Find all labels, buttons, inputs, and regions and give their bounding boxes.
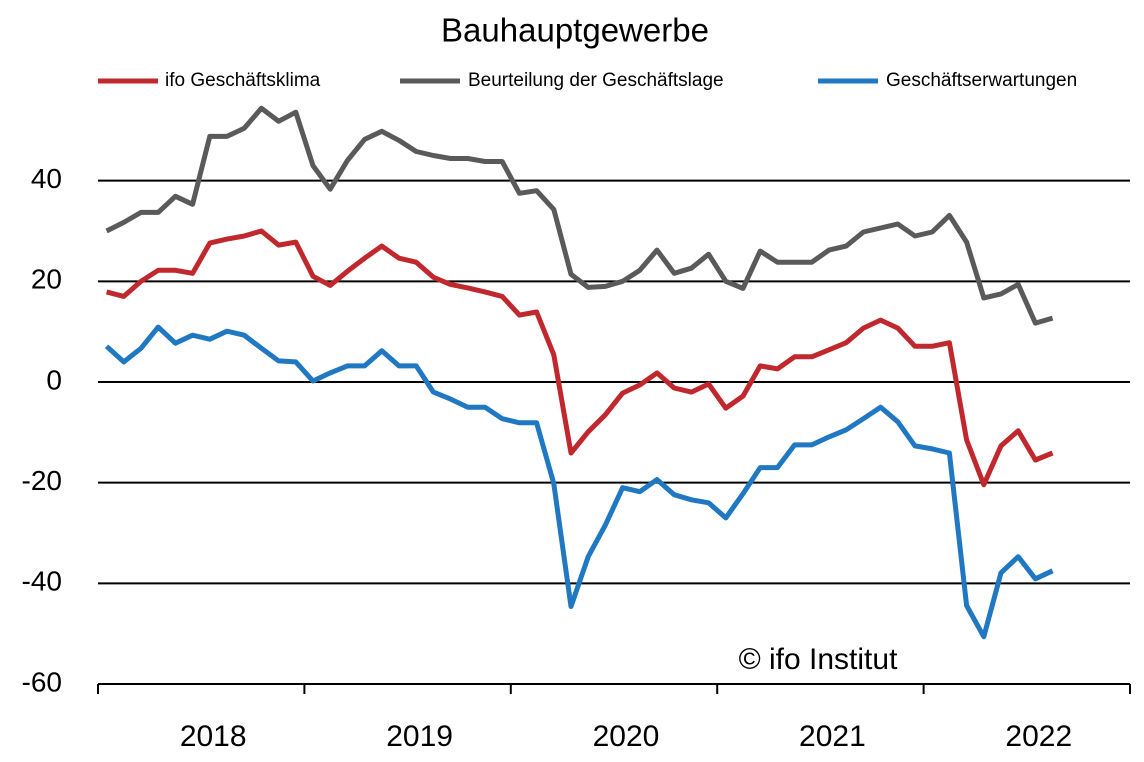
- y-tick-label: 0: [46, 364, 62, 395]
- legend-label: ifo Geschäftsklima: [165, 70, 321, 91]
- annotation: © ifo Institut: [739, 643, 898, 676]
- y-tick-label: 40: [31, 163, 62, 194]
- y-tick-label: -20: [22, 465, 62, 496]
- series-line: [105, 105, 1054, 326]
- legend-label: Beurteilung der Geschäftslage: [468, 70, 724, 91]
- x-tick-label: 2019: [386, 720, 453, 753]
- legend-label: Geschäftserwartungen: [886, 70, 1077, 91]
- series-line: [104, 324, 1054, 640]
- series-line: [105, 228, 1054, 488]
- y-tick-label: 20: [31, 264, 62, 295]
- x-tick-label: 2018: [180, 720, 247, 753]
- x-tick-label: 2022: [1005, 720, 1072, 753]
- y-tick-label: -60: [22, 666, 62, 697]
- x-tick-label: 2021: [799, 720, 866, 753]
- x-tick-label: 2020: [593, 720, 660, 753]
- chart-title: Bauhauptgewerbe: [441, 12, 709, 49]
- y-tick-label: -40: [22, 566, 62, 597]
